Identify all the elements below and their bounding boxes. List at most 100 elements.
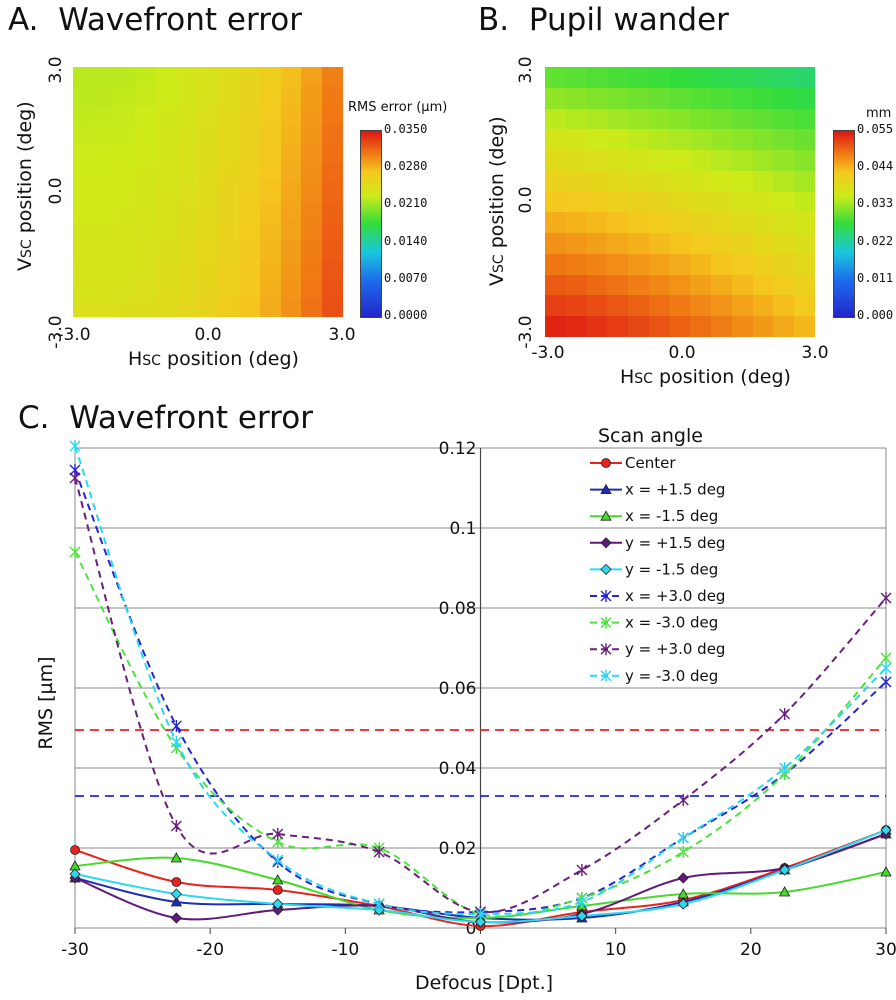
series-4-point	[880, 824, 892, 836]
heatmap-a-cell	[114, 163, 136, 183]
heatmap-a-cell	[239, 297, 260, 317]
heatmap-b-cell	[545, 295, 566, 317]
heatmap-a-cell	[322, 278, 343, 298]
heatmap-a-cell	[176, 259, 198, 279]
heatmap-b-cell	[628, 212, 649, 234]
heatmap-a-cell	[218, 201, 240, 221]
heatmap-a-cell	[114, 182, 136, 202]
heatmap-a-cell	[239, 143, 260, 164]
heatmap-a-cell	[239, 163, 260, 183]
legend-marker	[600, 510, 612, 521]
heatmap-b-cell	[752, 316, 774, 337]
heatmap-a-cell	[114, 143, 136, 164]
series-5-point	[170, 720, 182, 732]
heatmap-a-cell	[280, 67, 302, 87]
x-tick-label: 0	[475, 940, 486, 960]
heatmap-a-cell	[176, 240, 198, 260]
heatmap-a-cell	[197, 86, 219, 106]
colorbar-tick-label: 0.022	[857, 233, 894, 248]
heatmap-a-cell	[218, 259, 240, 279]
heatmap-a-cell	[156, 201, 177, 221]
heatmap-a-cell	[73, 240, 94, 260]
heatmap-b-cell	[648, 295, 670, 317]
heatmap-a-cell	[135, 278, 157, 298]
heatmap-b-cell	[773, 150, 795, 171]
heatmap-a-cell	[239, 201, 260, 221]
panel-b-letter: B.	[478, 2, 510, 38]
heatmap-b-cell	[794, 67, 815, 88]
heatmap-a-cell	[280, 105, 302, 125]
legend-bg	[586, 558, 728, 581]
heatmap-a-cell	[322, 240, 343, 260]
y-tick-label: 0.08	[439, 599, 477, 619]
heatmap-a-cell	[135, 124, 157, 144]
series-4-point	[677, 898, 689, 910]
panel-c-letter: C.	[18, 400, 50, 436]
heatmap-b-cell	[545, 129, 566, 151]
heatmap-b-cell	[648, 67, 670, 88]
heatmap-a-cell	[93, 124, 115, 144]
heatmap-b-cell	[690, 253, 712, 275]
heatmap-a-cell	[322, 297, 343, 317]
heatmap-b-cell	[794, 191, 815, 213]
heatmap-b-cell	[690, 108, 712, 130]
heatmap-a-cell	[73, 124, 94, 144]
series-0-point	[272, 885, 283, 895]
heatmap-b-cell	[690, 150, 712, 171]
heatmap-a-cell	[322, 201, 343, 221]
legend-label: x = -1.5 deg	[625, 507, 718, 525]
colorbar-a-title: RMS error (µm)	[348, 100, 448, 115]
legend-label: y = -1.5 deg	[625, 560, 718, 578]
heatmap-b-cell	[794, 316, 815, 337]
heatmap-b-cell	[545, 191, 566, 213]
heatmap-b-cell	[648, 108, 670, 130]
x-tick-label: -30	[61, 940, 89, 960]
heatmap-a-cell	[280, 201, 302, 221]
y-tick-label: 0.02	[439, 839, 477, 859]
heatmap-a-cell	[322, 86, 343, 106]
heatmap-b-cell	[628, 108, 649, 130]
heatmap-b-cell	[752, 253, 774, 275]
series-line-7	[74, 477, 887, 914]
heatmap-a-cell	[197, 201, 219, 221]
heatmap-b-cell	[731, 191, 753, 213]
heatmap-b-cell	[607, 87, 629, 109]
panel-a-letter: A.	[8, 2, 39, 38]
heatmap-b-cell	[690, 295, 712, 317]
heatmap-b-cell	[628, 233, 649, 254]
legend-bg	[586, 585, 728, 607]
heatmap-b-cell	[628, 295, 649, 317]
panel-a-title: A. Wavefront error	[8, 2, 302, 38]
heatmap-a-cell	[218, 143, 240, 164]
heatmap-a-cell	[197, 297, 219, 317]
heatmap-b-cell	[565, 212, 587, 234]
heatmap-a-cell	[301, 163, 323, 183]
heatmap-b-cell	[731, 274, 753, 296]
heatmap-b-cell	[586, 233, 608, 254]
line-chart-c-xlabel: Defocus [Dpt.]	[415, 972, 554, 994]
heatmap-a-cell	[93, 163, 115, 183]
series-4-point	[272, 898, 284, 910]
heatmap-b-cell	[669, 316, 691, 337]
heatmap-b-cell	[773, 316, 795, 337]
heatmap-b-cell	[565, 129, 587, 151]
heatmap-a-cell	[218, 278, 240, 298]
heatmap-a-cell	[197, 143, 219, 164]
heatmap-b-cell	[565, 87, 587, 109]
heatmap-b-cell	[794, 108, 815, 130]
heatmap-b-cell	[607, 274, 629, 296]
legend-label: x = +3.0 deg	[625, 587, 725, 605]
heatmap-a-cell	[73, 201, 94, 221]
heatmap-b-cell	[607, 67, 629, 88]
y-tick-label: 0.06	[439, 679, 477, 699]
heatmap-a-cell	[280, 278, 302, 298]
heatmap-a-cell	[73, 182, 94, 202]
heatmap-a-cell	[259, 143, 281, 164]
heatmap-a-cell	[114, 240, 136, 260]
heatmap-a-cell	[197, 240, 219, 260]
heatmap-a-cell	[176, 297, 198, 317]
heatmap-a-cell	[259, 201, 281, 221]
heatmap-a-cell	[239, 259, 260, 279]
heatmap-a-cell	[156, 259, 177, 279]
